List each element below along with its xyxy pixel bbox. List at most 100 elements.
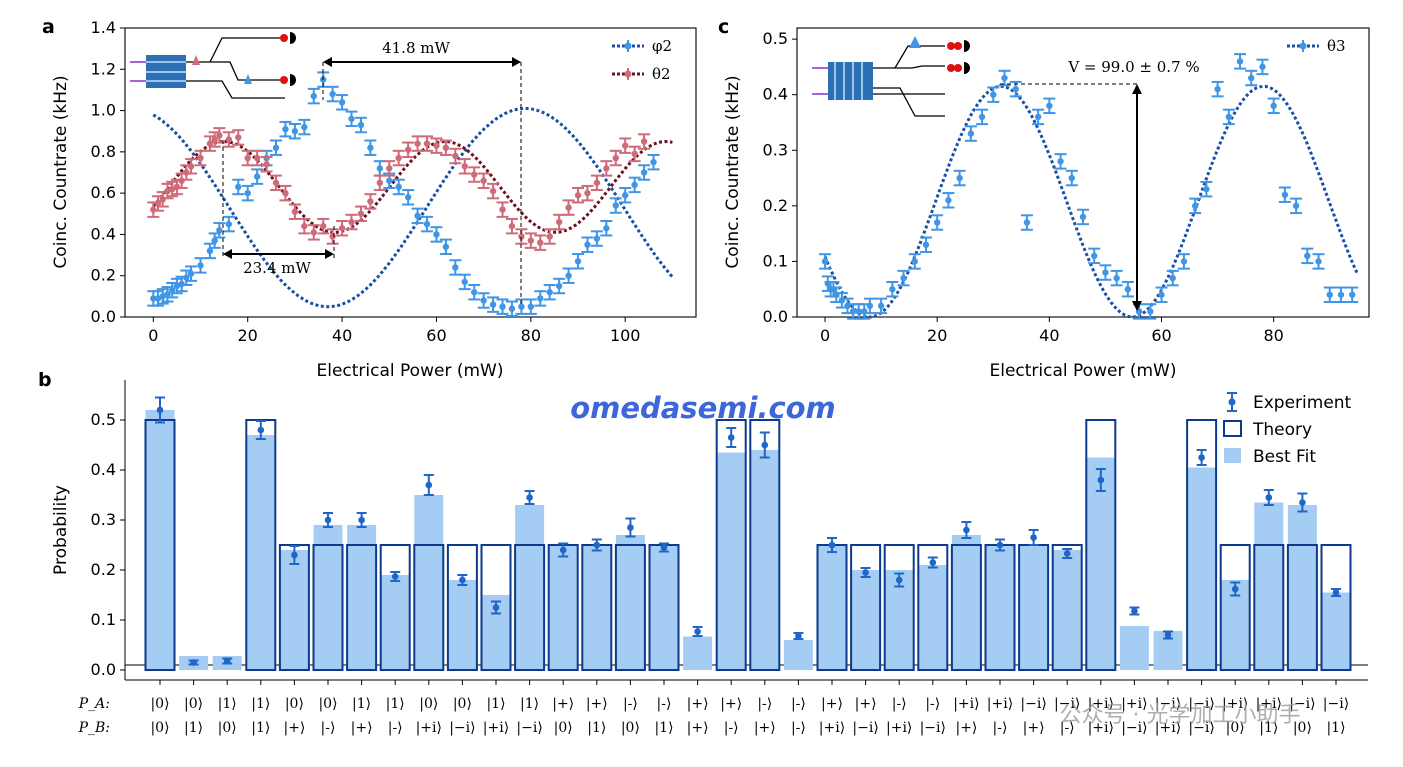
x-tick-label-pb: |0⟩ (1293, 720, 1312, 736)
x-tick-label-pa: |-⟩ (623, 696, 638, 712)
phase-shifter-icon (192, 55, 200, 65)
data-point (866, 302, 874, 310)
data-point (584, 189, 591, 197)
experiment-point (1265, 494, 1273, 501)
panel-b-ylabel: Probability (51, 485, 71, 575)
x-tick-label-pb: |1⟩ (251, 720, 270, 736)
data-point (622, 192, 629, 199)
y-tick-label: 0.8 (91, 142, 116, 161)
data-point (1270, 102, 1277, 110)
data-point (603, 165, 610, 172)
data-point (386, 165, 393, 172)
y-tick-label: 0.5 (91, 410, 116, 429)
data-point (452, 152, 459, 160)
data-point (1292, 202, 1300, 210)
experiment-point (795, 632, 802, 640)
theory-bar (446, 544, 478, 671)
arrowhead (1132, 84, 1142, 94)
x-tick-label-pa: |0⟩ (184, 696, 203, 712)
best-fit-bar (1052, 550, 1082, 670)
data-point (216, 227, 223, 234)
theory-bar (413, 544, 445, 671)
x-tick-label-pb: |−i⟩ (920, 720, 946, 736)
y-tick-label: 0.1 (91, 610, 116, 629)
data-point (855, 308, 862, 315)
x-tick-label: 20 (238, 326, 258, 345)
legend-theta2: θ2 (652, 65, 671, 83)
x-tick-label-pa: |−i⟩ (1054, 696, 1080, 712)
watermark: omedasemi.com (570, 391, 836, 425)
x-tick-label-pb: |+i⟩ (886, 720, 912, 736)
experiment-point (1063, 550, 1071, 557)
best-fit-bar (985, 545, 1015, 670)
data-point (395, 154, 402, 162)
data-point (546, 289, 553, 296)
x-tick-label-pb: |1⟩ (1259, 720, 1278, 736)
y-tick-label: 1.4 (91, 18, 116, 37)
data-point (244, 154, 251, 162)
annot-visibility: V = 99.0 ± 0.7 % (1067, 58, 1199, 76)
data-point (329, 233, 336, 240)
data-point (461, 163, 468, 170)
data-point (395, 183, 402, 191)
best-fit-bar (817, 545, 847, 670)
best-fit-bar (649, 545, 679, 670)
x-tick-label-pb: |+⟩ (283, 720, 305, 736)
x-tick-label-pb: |1⟩ (654, 720, 673, 736)
data-point (1023, 219, 1031, 226)
data-point (164, 291, 171, 298)
x-tick-label-pa: |1⟩ (352, 696, 371, 712)
panel-b-legend: Experiment Theory Best Fit (1223, 392, 1352, 467)
data-point (461, 278, 468, 286)
panel-c-ylabel: Coinc. Countrate (kHz) (723, 75, 743, 268)
data-point (584, 241, 591, 248)
theory-bar (883, 544, 915, 671)
data-point (310, 229, 317, 236)
x-tick-label-pa: |−i⟩ (1020, 696, 1046, 712)
experiment-point (929, 559, 937, 566)
x-tick-label-pa: |+i⟩ (1121, 696, 1147, 712)
best-fit-bar (347, 525, 377, 670)
data-point (489, 187, 497, 195)
data-point (640, 138, 648, 145)
data-point (178, 177, 185, 184)
data-point (442, 144, 450, 151)
data-point (211, 136, 218, 143)
x-tick-label-pa: |1⟩ (486, 696, 505, 712)
data-point (150, 295, 157, 302)
data-point (593, 235, 601, 242)
data-point (1124, 286, 1132, 293)
x-tick-label: 20 (927, 326, 947, 345)
data-point (537, 239, 544, 246)
data-point (1281, 191, 1289, 198)
y-tick-label: 0.3 (763, 140, 788, 159)
x-tick-label-pa: |+⟩ (821, 696, 843, 712)
data-point (1214, 85, 1221, 93)
x-tick-label-pb: |+⟩ (754, 720, 776, 736)
experiment-point (1030, 534, 1037, 541)
data-point (183, 169, 190, 176)
x-tick-label-pa: |1⟩ (520, 696, 539, 712)
data-point (1315, 258, 1322, 265)
experiment-point (727, 434, 735, 441)
data-point (480, 297, 487, 304)
data-point (329, 90, 336, 98)
theory-bar (514, 544, 546, 671)
theory-bar (1186, 419, 1218, 671)
data-point (386, 177, 393, 184)
panel-c-axes (796, 27, 1370, 318)
data-point (900, 274, 907, 282)
data-point (978, 113, 986, 121)
data-point (310, 92, 317, 100)
data-point (1079, 213, 1087, 221)
best-fit-bar (1187, 467, 1217, 670)
chip-schematic-a (130, 32, 296, 99)
data-point (197, 154, 204, 162)
data-point (1091, 252, 1098, 260)
best-fit-bar (1086, 457, 1116, 670)
best-fit-bar (515, 505, 545, 670)
experiment-point (358, 516, 365, 524)
theory-bar (1286, 544, 1318, 671)
x-tick-label-pb: |0⟩ (621, 720, 640, 736)
